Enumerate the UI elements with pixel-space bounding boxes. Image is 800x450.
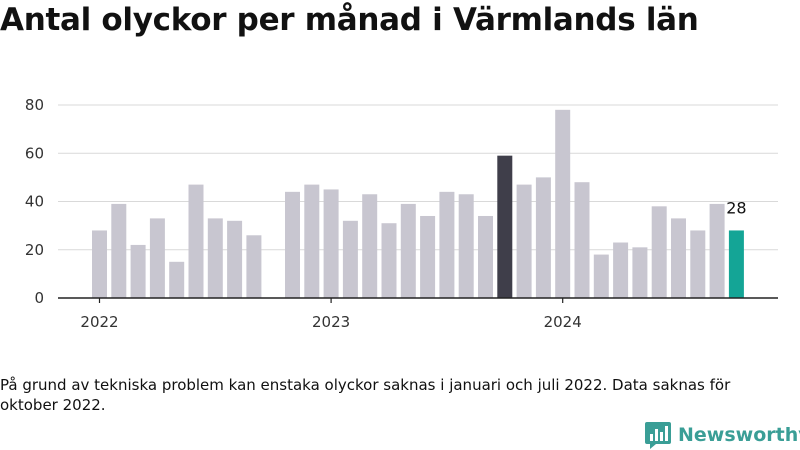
bar xyxy=(420,215,436,298)
y-tick-label: 20 xyxy=(25,241,44,259)
labels: 0 20 40 60 80 2022 2023 2024 28 xyxy=(25,96,747,331)
bar xyxy=(188,184,204,298)
bar xyxy=(593,254,609,298)
gridlines xyxy=(58,104,778,251)
x-tick-label: 2024 xyxy=(544,313,582,331)
bar xyxy=(381,223,397,298)
bar xyxy=(246,235,262,298)
bar-chart: 0 20 40 60 80 2022 2023 2024 28 xyxy=(25,96,778,331)
footnote: På grund av tekniska problem kan enstaka… xyxy=(0,376,731,414)
x-tick-label: 2023 xyxy=(312,313,350,331)
bar xyxy=(285,191,300,298)
bar xyxy=(439,191,455,298)
data-label: 28 xyxy=(726,198,746,217)
bar xyxy=(169,261,185,298)
bar xyxy=(671,218,686,298)
bar-chart-speech-bubble-icon xyxy=(645,422,671,449)
bar xyxy=(304,184,320,298)
brand-logo: Newsworthy xyxy=(644,420,800,450)
x-tick-label: 2022 xyxy=(80,313,118,331)
bar xyxy=(478,215,493,298)
y-tick-label: 0 xyxy=(34,289,44,307)
bar xyxy=(342,220,358,298)
bar xyxy=(555,109,571,298)
bar xyxy=(651,206,667,298)
bar xyxy=(400,203,416,298)
y-tick-label: 40 xyxy=(25,193,44,211)
bar xyxy=(207,218,223,298)
y-tick-label: 80 xyxy=(25,96,44,114)
brand-name: Newsworthy xyxy=(678,424,800,446)
bar xyxy=(613,242,629,298)
bar xyxy=(709,203,725,298)
bar xyxy=(497,155,513,298)
y-tick-label: 60 xyxy=(25,144,44,162)
bar xyxy=(362,194,378,298)
bar xyxy=(92,230,107,298)
bar xyxy=(690,230,706,298)
bar xyxy=(535,177,551,298)
bar xyxy=(149,218,165,298)
bar xyxy=(323,189,339,298)
bar xyxy=(516,184,532,298)
bar xyxy=(574,182,590,298)
bars xyxy=(92,109,744,298)
bar xyxy=(458,194,474,298)
bar xyxy=(130,244,146,298)
axes xyxy=(58,297,778,303)
chart-title: Antal olyckor per månad i Värmlands län xyxy=(0,2,699,38)
bar xyxy=(632,247,648,298)
bar xyxy=(227,220,243,298)
bar xyxy=(728,230,744,298)
bar xyxy=(111,203,127,298)
